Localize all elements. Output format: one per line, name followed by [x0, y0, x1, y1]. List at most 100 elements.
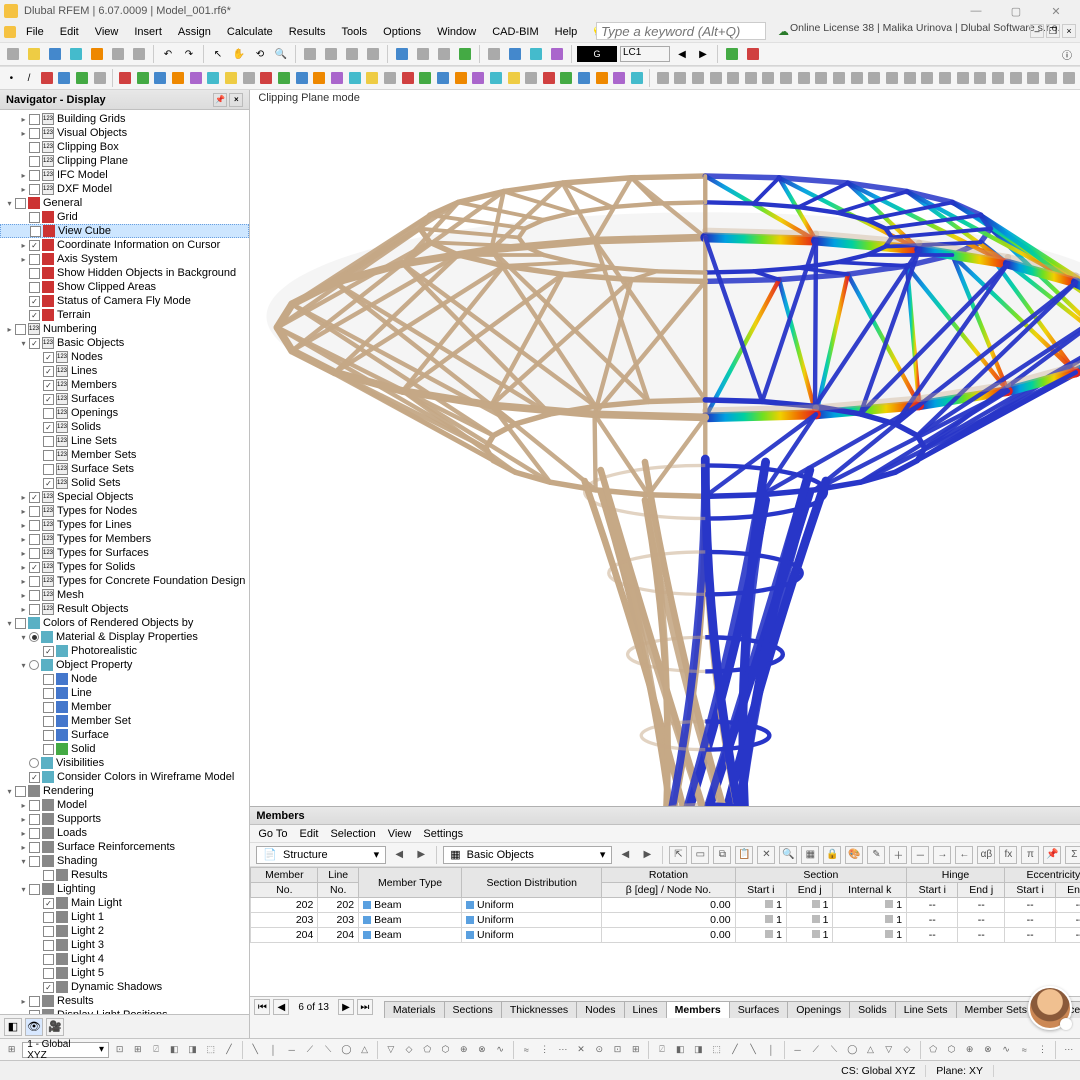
- page-first[interactable]: ⏮: [254, 999, 270, 1015]
- checkbox[interactable]: [43, 436, 54, 447]
- bottom-tool-13[interactable]: △: [357, 1042, 372, 1058]
- obj-tool-28[interactable]: [612, 69, 627, 87]
- menu-file[interactable]: File: [18, 24, 52, 40]
- members-menu-view[interactable]: View: [388, 828, 412, 840]
- checkbox[interactable]: [15, 786, 26, 797]
- radio[interactable]: [29, 632, 39, 642]
- edit-tool-1[interactable]: [673, 69, 688, 87]
- obj-tool-15[interactable]: [383, 69, 398, 87]
- cs-selector[interactable]: 1 - Global XYZ▾: [22, 1042, 109, 1058]
- checkbox[interactable]: [29, 240, 40, 251]
- edit-tool-18[interactable]: [973, 69, 988, 87]
- navigator-pin[interactable]: 📌: [213, 93, 227, 107]
- checkbox[interactable]: [43, 394, 54, 405]
- obj-tool-17[interactable]: [418, 69, 433, 87]
- node-tool[interactable]: •: [4, 69, 19, 87]
- tree-item[interactable]: Show Clipped Areas: [0, 280, 249, 294]
- bottom-tool-26[interactable]: ⊡: [610, 1042, 625, 1058]
- doc-minimize[interactable]: –: [1030, 24, 1044, 38]
- edit-tool-3[interactable]: [708, 69, 723, 87]
- expander-icon[interactable]: ▸: [18, 548, 29, 559]
- tree-item[interactable]: ▸123Numbering: [0, 322, 249, 336]
- tab-openings[interactable]: Openings: [787, 1001, 850, 1018]
- expander-icon[interactable]: ▸: [18, 492, 29, 503]
- animate-icon[interactable]: [744, 45, 762, 63]
- bottom-tool-37[interactable]: ⟍: [826, 1042, 841, 1058]
- tree-item[interactable]: 123Clipping Box: [0, 140, 249, 154]
- checkbox[interactable]: [43, 940, 54, 951]
- checkbox[interactable]: [29, 520, 40, 531]
- tree-item[interactable]: ▾Colors of Rendered Objects by: [0, 616, 249, 630]
- checkbox[interactable]: [43, 730, 54, 741]
- expander-icon[interactable]: ▾: [4, 618, 15, 629]
- checkbox[interactable]: [43, 422, 54, 433]
- info-icon[interactable]: ⓘ: [1058, 45, 1076, 63]
- tree-item[interactable]: ▾Object Property: [0, 658, 249, 672]
- layers-icon[interactable]: [393, 45, 411, 63]
- checkbox[interactable]: [29, 856, 40, 867]
- tree-item[interactable]: 123Surfaces: [0, 392, 249, 406]
- tree-item[interactable]: 123Lines: [0, 364, 249, 378]
- obj-tool-25[interactable]: [559, 69, 574, 87]
- open-icon[interactable]: [25, 45, 43, 63]
- bottom-tool-0[interactable]: ⊡: [112, 1042, 127, 1058]
- tree-item[interactable]: ▸123Result Objects: [0, 602, 249, 616]
- tab-members[interactable]: Members: [666, 1001, 730, 1018]
- edit-tool-12[interactable]: [867, 69, 882, 87]
- members-tool-fx[interactable]: fx: [999, 846, 1017, 864]
- solid-icon[interactable]: [506, 45, 524, 63]
- tree-item[interactable]: Member Set: [0, 714, 249, 728]
- tree-item[interactable]: ▸123IFC Model: [0, 168, 249, 182]
- keyword-search[interactable]: [596, 22, 766, 40]
- expander-icon[interactable]: [18, 212, 29, 223]
- expander-icon[interactable]: ▸: [18, 184, 29, 195]
- bottom-tool-45[interactable]: ⊗: [980, 1042, 995, 1058]
- expander-icon[interactable]: [32, 968, 43, 979]
- edit-tool-0[interactable]: [655, 69, 670, 87]
- expander-icon[interactable]: [32, 408, 43, 419]
- bottom-tool-6[interactable]: ╱: [221, 1042, 236, 1058]
- edit-tool-22[interactable]: [1044, 69, 1059, 87]
- bottom-tool-15[interactable]: ◇: [401, 1042, 416, 1058]
- expander-icon[interactable]: [32, 954, 43, 965]
- menu-options[interactable]: Options: [375, 24, 429, 40]
- tab-sections[interactable]: Sections: [444, 1001, 502, 1018]
- edit-tool-6[interactable]: [761, 69, 776, 87]
- grid-icon[interactable]: [414, 45, 432, 63]
- members-tool-add[interactable]: ＋: [889, 846, 907, 864]
- edit-tool-5[interactable]: [744, 69, 759, 87]
- cursor-icon[interactable]: ↖: [209, 45, 227, 63]
- checkbox[interactable]: [29, 576, 40, 587]
- obj-tool-9[interactable]: [277, 69, 292, 87]
- expander-icon[interactable]: ▸: [18, 576, 29, 587]
- checkbox[interactable]: [43, 646, 54, 657]
- tab-member-sets[interactable]: Member Sets: [956, 1001, 1036, 1018]
- bottom-tool-22[interactable]: ⋮: [537, 1042, 552, 1058]
- expander-icon[interactable]: [32, 730, 43, 741]
- edit-tool-11[interactable]: [849, 69, 864, 87]
- tree-item[interactable]: Surface: [0, 728, 249, 742]
- edit-tool-7[interactable]: [779, 69, 794, 87]
- view4-icon[interactable]: [364, 45, 382, 63]
- tree-item[interactable]: ▸Axis System: [0, 252, 249, 266]
- checkbox[interactable]: [29, 268, 40, 279]
- tree-item[interactable]: Light 1: [0, 910, 249, 924]
- members-tool-paste[interactable]: 📋: [735, 846, 753, 864]
- tree-item[interactable]: Light 5: [0, 966, 249, 980]
- bottom-tool-39[interactable]: △: [863, 1042, 878, 1058]
- obj-tool-3[interactable]: [171, 69, 186, 87]
- expander-icon[interactable]: [18, 772, 29, 783]
- checkbox[interactable]: [15, 618, 26, 629]
- expander-icon[interactable]: ▸: [18, 590, 29, 601]
- bottom-tool-24[interactable]: ✕: [573, 1042, 588, 1058]
- page-prev[interactable]: ◀: [273, 999, 289, 1015]
- expander-icon[interactable]: [18, 268, 29, 279]
- members-tool-greek[interactable]: π: [1021, 846, 1039, 864]
- edit-tool-20[interactable]: [1008, 69, 1023, 87]
- members-tool-group[interactable]: ▦: [801, 846, 819, 864]
- tree-item[interactable]: ▸Loads: [0, 826, 249, 840]
- lc-selector[interactable]: LC1: [620, 46, 670, 62]
- edit-tool-14[interactable]: [902, 69, 917, 87]
- expander-icon[interactable]: [32, 912, 43, 923]
- bottom-tool-10[interactable]: ⟋: [302, 1042, 317, 1058]
